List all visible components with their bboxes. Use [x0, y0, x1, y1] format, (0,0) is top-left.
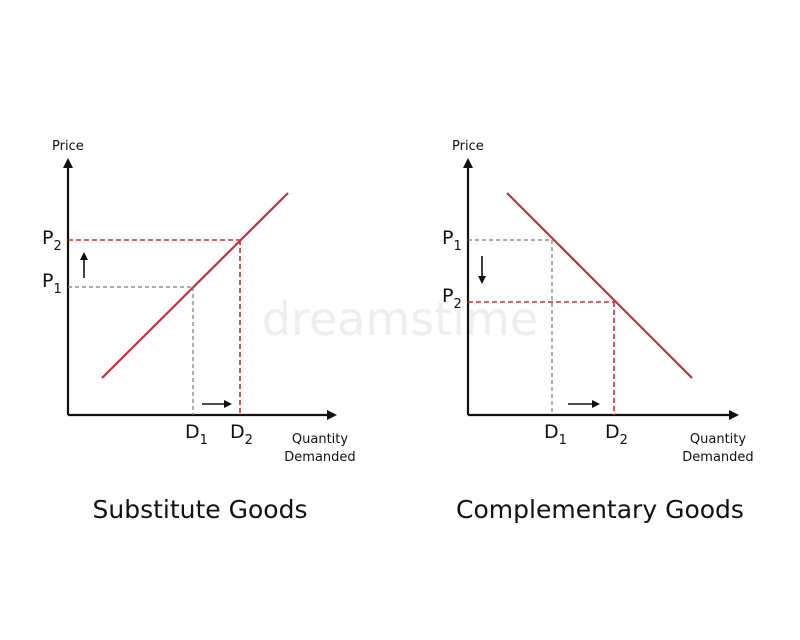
subscript: 1: [453, 239, 461, 254]
letter: P: [42, 227, 53, 249]
letter: D: [230, 421, 245, 443]
demand-label: D1: [544, 421, 567, 448]
panel-title: Complementary Goods: [456, 495, 744, 524]
letter: P: [442, 285, 453, 307]
letter: D: [185, 421, 200, 443]
price-label: P1: [42, 270, 62, 297]
letter: P: [42, 270, 53, 292]
price-label: P2: [442, 285, 462, 312]
x-axis-label: Demanded: [284, 450, 355, 465]
demand-label: D2: [230, 421, 253, 448]
x-axis-label: Demanded: [682, 450, 753, 465]
subscript: 2: [620, 433, 628, 448]
x-axis-label: Quantity: [690, 432, 746, 447]
demand-label: D2: [605, 421, 628, 448]
subscript: 2: [245, 433, 253, 448]
subscript: 2: [53, 239, 61, 254]
y-axis-label: Price: [52, 139, 84, 154]
price-label: P2: [42, 227, 62, 254]
demand-curve: [506, 192, 693, 379]
y-axis-label: Price: [452, 139, 484, 154]
demand-label: D1: [185, 421, 208, 448]
letter: D: [605, 421, 620, 443]
subscript: 2: [453, 297, 461, 312]
panel-complementary: Price Quantity Demanded P1 P2 D1 D2 Comp…: [442, 139, 754, 524]
subscript: 1: [200, 433, 208, 448]
panel-substitute: Price Quantity Demanded P2 P1 D1 D2 Subs…: [42, 139, 356, 524]
watermark: dreamstime: [262, 292, 538, 346]
panel-title: Substitute Goods: [93, 495, 308, 524]
demand-curve: [101, 192, 289, 379]
letter: P: [442, 227, 453, 249]
subscript: 1: [53, 282, 61, 297]
letter: D: [544, 421, 559, 443]
price-label: P1: [442, 227, 462, 254]
subscript: 1: [559, 433, 567, 448]
x-axis-label: Quantity: [292, 432, 348, 447]
